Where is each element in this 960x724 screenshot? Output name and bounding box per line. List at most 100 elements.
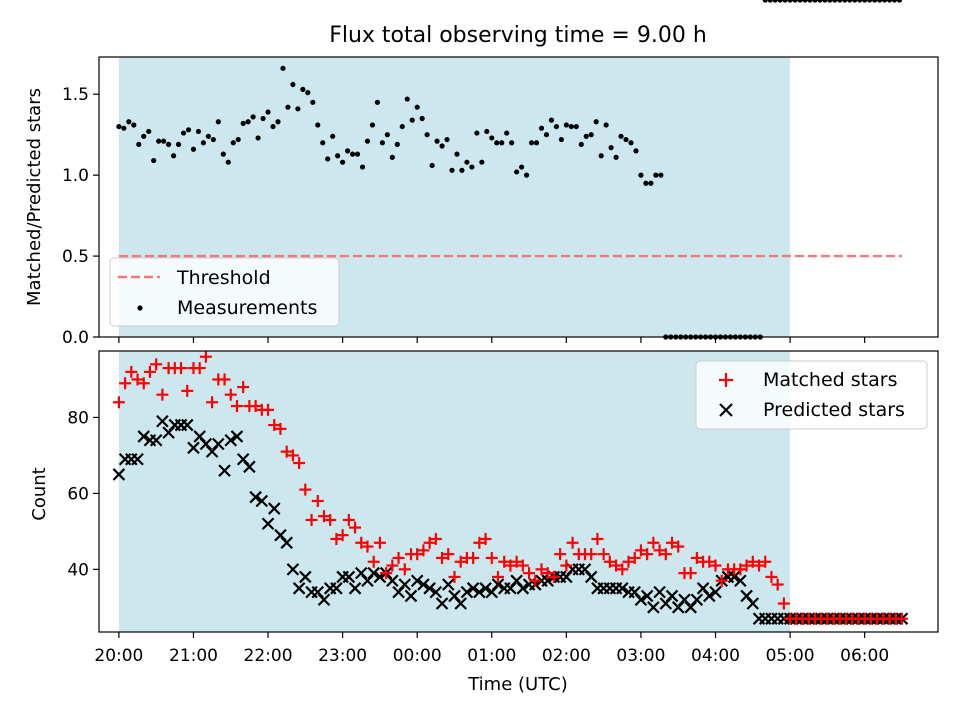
measurement-point: [424, 132, 430, 138]
measurement-point: [270, 123, 276, 130]
predicted-star-marker: [261, 517, 275, 531]
matched-star-marker: [386, 559, 399, 572]
measurement-point: [464, 159, 470, 165]
matched-star-marker: [119, 377, 132, 390]
matched-star-marker: [610, 559, 623, 572]
legend-matched-swatch: [719, 373, 733, 387]
measurement-point: [474, 130, 480, 136]
measurement-point: [862, 0, 868, 3]
measurement-point: [449, 167, 455, 173]
matched-star-marker: [597, 548, 610, 561]
predicted-marker-stroke: [647, 601, 660, 614]
predicted-star-marker: [429, 585, 443, 599]
measurement-point: [141, 133, 147, 139]
top-axes-frame: [98, 56, 939, 338]
matched-star-marker: [311, 494, 324, 507]
predicted-marker-stroke: [491, 578, 505, 591]
predicted-marker-stroke: [417, 578, 430, 591]
predicted-marker-stroke: [479, 582, 492, 595]
measurement-point: [469, 164, 475, 170]
measurement-point: [444, 136, 450, 143]
measurement-point: [533, 140, 540, 146]
matched-star-marker: [411, 548, 424, 561]
measurement-point: [230, 140, 236, 146]
predicted-marker-stroke: [280, 536, 293, 550]
matched-star-marker: [156, 388, 169, 401]
measurement-point: [156, 138, 162, 144]
predicted-marker-stroke: [354, 566, 368, 580]
predicted-marker-stroke: [473, 585, 486, 599]
predicted-marker-stroke: [653, 585, 666, 599]
matched-star-marker: [715, 574, 728, 587]
predicted-star-marker: [727, 570, 741, 584]
measurement-point: [623, 136, 629, 143]
matched-star-marker: [442, 548, 455, 561]
measurement-point: [200, 140, 207, 146]
legend-measurement-label: Measurements: [177, 297, 317, 319]
measurement-point: [434, 138, 440, 144]
measurement-point: [787, 0, 793, 3]
measurement-point: [593, 119, 599, 125]
predicted-marker-stroke: [180, 418, 194, 432]
matched-star-marker: [585, 548, 598, 561]
measurement-point: [504, 130, 510, 136]
top-y-axis-label: Matched/Predicted stars: [24, 88, 45, 306]
matched-star-marker: [547, 570, 560, 583]
measurement-point: [543, 132, 550, 138]
measurement-point: [146, 128, 152, 135]
matched-star-marker: [491, 570, 504, 583]
measurement-point: [384, 132, 390, 138]
measurement-point: [847, 0, 853, 3]
bottom-observing-span: [118, 351, 791, 632]
matched-star-marker: [131, 373, 144, 386]
measurement-point: [320, 140, 326, 146]
x-tick-label: 04:00: [691, 646, 740, 666]
measurement-point: [419, 115, 425, 122]
predicted-marker-stroke: [466, 582, 480, 595]
matched-star-marker: [485, 551, 498, 564]
matched-star-marker: [523, 567, 536, 580]
measurement-point: [578, 141, 584, 147]
measurement-point: [335, 153, 341, 159]
measurement-points: [116, 0, 903, 340]
predicted-star-marker: [212, 437, 225, 451]
predicted-star-marker: [709, 585, 722, 599]
x-tick-label: 20:00: [94, 646, 143, 666]
x-tick-label: 02:00: [542, 646, 591, 666]
predicted-star-marker: [317, 593, 331, 607]
predicted-marker-stroke: [249, 490, 262, 504]
measurement-point: [166, 141, 172, 147]
measurement-point: [265, 109, 271, 115]
predicted-star-marker: [218, 464, 231, 477]
predicted-marker-stroke: [243, 460, 256, 474]
matched-star-marker: [647, 536, 660, 549]
measurement-point: [250, 114, 256, 120]
measurement-point: [558, 136, 564, 143]
predicted-star-marker: [665, 589, 679, 603]
matched-star-marker: [510, 555, 523, 568]
x-axis-label: Time (UTC): [467, 674, 568, 695]
matched-star-marker: [367, 555, 380, 568]
predicted-star-marker: [653, 585, 666, 599]
matched-star-marker: [740, 559, 753, 572]
measurement-point: [643, 180, 649, 186]
predicted-star-marker: [516, 582, 530, 595]
matched-star-marker: [206, 396, 219, 409]
bottom-legend-box: [695, 360, 928, 430]
measurement-point: [792, 0, 798, 3]
legend-threshold-label: Threshold: [176, 267, 271, 289]
measurement-point: [867, 0, 873, 3]
measurement-point: [827, 0, 833, 3]
x-tick-label: 22:00: [244, 646, 293, 666]
measurement-point: [210, 136, 216, 143]
matched-star-marker: [666, 536, 679, 549]
matched-star-marker: [566, 536, 579, 549]
matched-star-marker: [342, 513, 355, 526]
predicted-marker-stroke: [199, 437, 213, 451]
legend-matched-label: Matched stars: [763, 369, 897, 391]
measurement-point: [285, 104, 291, 110]
bottom-y-tick-label: 40: [67, 560, 89, 580]
predicted-marker-stroke: [317, 593, 331, 607]
measurement-point: [573, 123, 579, 130]
measurement-point: [832, 0, 838, 3]
